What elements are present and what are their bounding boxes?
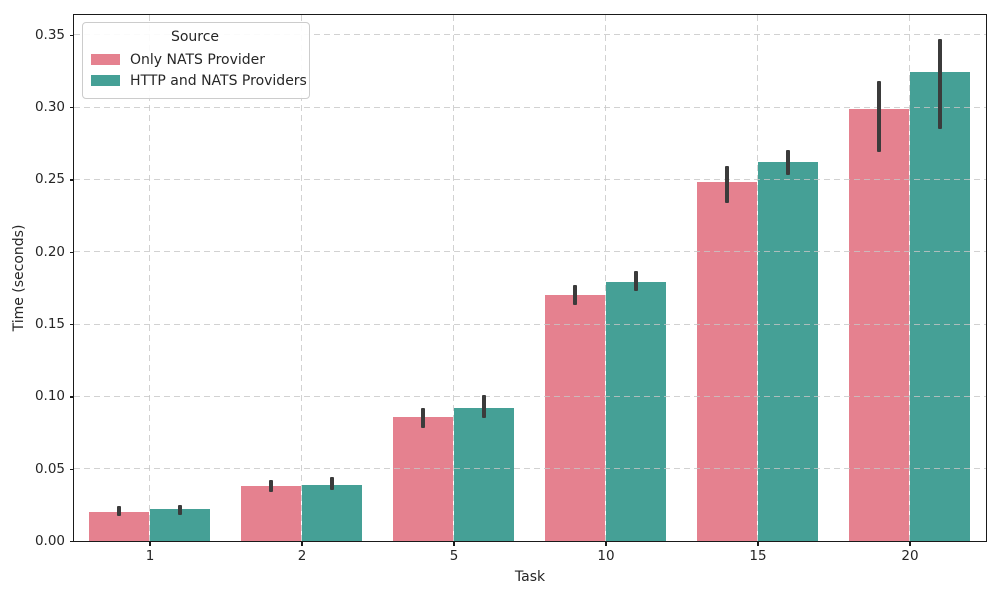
error-bar xyxy=(329,477,335,491)
bar xyxy=(757,162,819,541)
x-tick xyxy=(605,541,607,546)
legend-swatch xyxy=(91,75,120,86)
legend-swatch xyxy=(91,54,120,65)
y-tick xyxy=(69,179,74,181)
bar xyxy=(848,108,910,541)
legend: Source Only NATS Provider HTTP and NATS P… xyxy=(82,22,310,99)
x-tick xyxy=(453,541,455,546)
error-bar xyxy=(633,270,639,291)
y-tick xyxy=(69,540,74,543)
y-tick-label: 0.25 xyxy=(34,171,65,188)
bar xyxy=(88,512,150,541)
x-tick xyxy=(301,541,303,546)
x-tick-label: 15 xyxy=(749,547,767,564)
x-tick xyxy=(909,541,911,546)
error-bar xyxy=(420,407,426,429)
y-tick-label: 0.00 xyxy=(34,533,65,549)
x-tick-label: 5 xyxy=(449,547,459,564)
bar xyxy=(605,282,667,541)
y-tick xyxy=(69,323,74,326)
legend-item-label: HTTP and NATS Providers xyxy=(130,72,307,89)
x-tick-label: 1 xyxy=(145,547,155,564)
bar xyxy=(544,295,606,541)
error-bar xyxy=(481,394,487,419)
x-axis-label: Task xyxy=(514,568,546,585)
legend-item: HTTP and NATS Providers xyxy=(91,70,307,91)
x-tick xyxy=(757,541,759,546)
error-bar xyxy=(177,504,183,515)
y-tick xyxy=(69,468,74,470)
legend-item: Only NATS Provider xyxy=(91,49,299,70)
y-tick xyxy=(69,106,74,109)
x-tick xyxy=(149,541,151,546)
x-tick-label: 2 xyxy=(297,547,307,564)
y-tick-label: 0.10 xyxy=(34,388,65,405)
error-bar xyxy=(937,39,943,129)
y-tick-label: 0.20 xyxy=(34,243,65,260)
x-tick-label: 10 xyxy=(597,547,615,564)
error-bar xyxy=(785,150,791,176)
legend-item-label: Only NATS Provider xyxy=(130,51,266,68)
x-tick-label: 20 xyxy=(901,547,919,564)
plot-area xyxy=(72,13,987,542)
y-tick-label: 0.30 xyxy=(34,99,65,116)
error-bar xyxy=(572,284,578,306)
error-bar xyxy=(724,166,730,203)
bar xyxy=(240,486,302,541)
bar xyxy=(301,484,363,541)
y-tick xyxy=(69,251,74,253)
legend-title: Source xyxy=(170,29,220,45)
y-tick-label: 0.15 xyxy=(34,316,65,333)
y-tick-label: 0.35 xyxy=(34,26,65,43)
bar xyxy=(696,182,758,541)
error-bar xyxy=(876,81,882,152)
y-tick-label: 0.05 xyxy=(34,460,65,477)
error-bar xyxy=(268,480,274,492)
bar xyxy=(392,416,454,541)
bar xyxy=(909,72,971,541)
y-tick xyxy=(69,396,74,398)
legend-items: Only NATS Provider HTTP and NATS Provider… xyxy=(91,49,307,91)
error-bar xyxy=(116,506,122,517)
y-tick xyxy=(69,34,74,36)
bar xyxy=(453,407,515,541)
